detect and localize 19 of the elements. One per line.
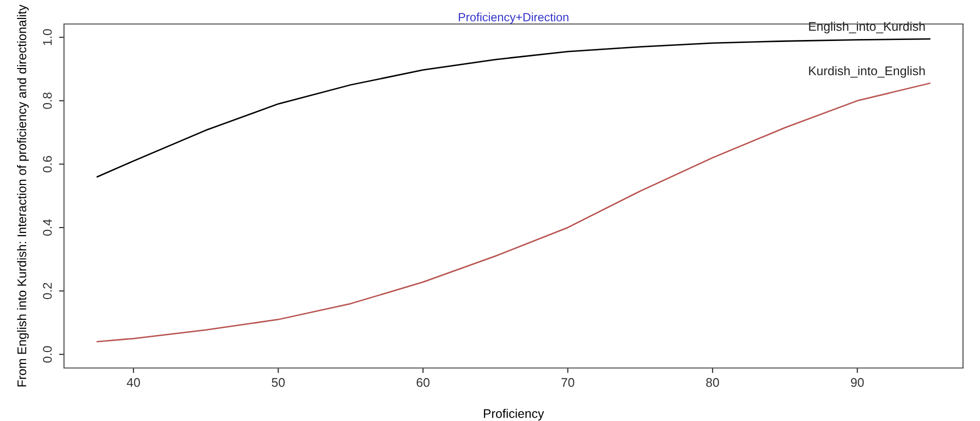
x-tick-label: 70 xyxy=(561,378,574,387)
x-tick-label: 90 xyxy=(850,378,864,387)
x-axis-title: Proficiency xyxy=(484,408,544,420)
line-series xyxy=(96,38,930,178)
y-axis-title: From English into Kurdish: Interaction of proficiency and directionality xyxy=(17,4,29,386)
y-tick-label: 0.4 xyxy=(42,219,52,236)
y-tick-label: 1.0 xyxy=(42,29,52,46)
x-tick-label: 60 xyxy=(416,378,430,387)
line-series xyxy=(96,82,930,342)
x-tick-label: 80 xyxy=(706,378,720,387)
chart-title: Proficiency+Direction xyxy=(458,12,568,24)
x-tick-label: 40 xyxy=(126,378,140,387)
y-tick-label: 0.0 xyxy=(42,346,52,363)
series-label: English_into_Kurdish xyxy=(809,22,925,34)
y-tick-label: 0.6 xyxy=(42,156,52,172)
y-tick-label: 0.2 xyxy=(42,282,52,300)
y-tick-label: 0.8 xyxy=(42,92,52,109)
x-tick-label: 50 xyxy=(272,378,285,387)
series-label: Kurdish_into_English xyxy=(809,66,925,78)
